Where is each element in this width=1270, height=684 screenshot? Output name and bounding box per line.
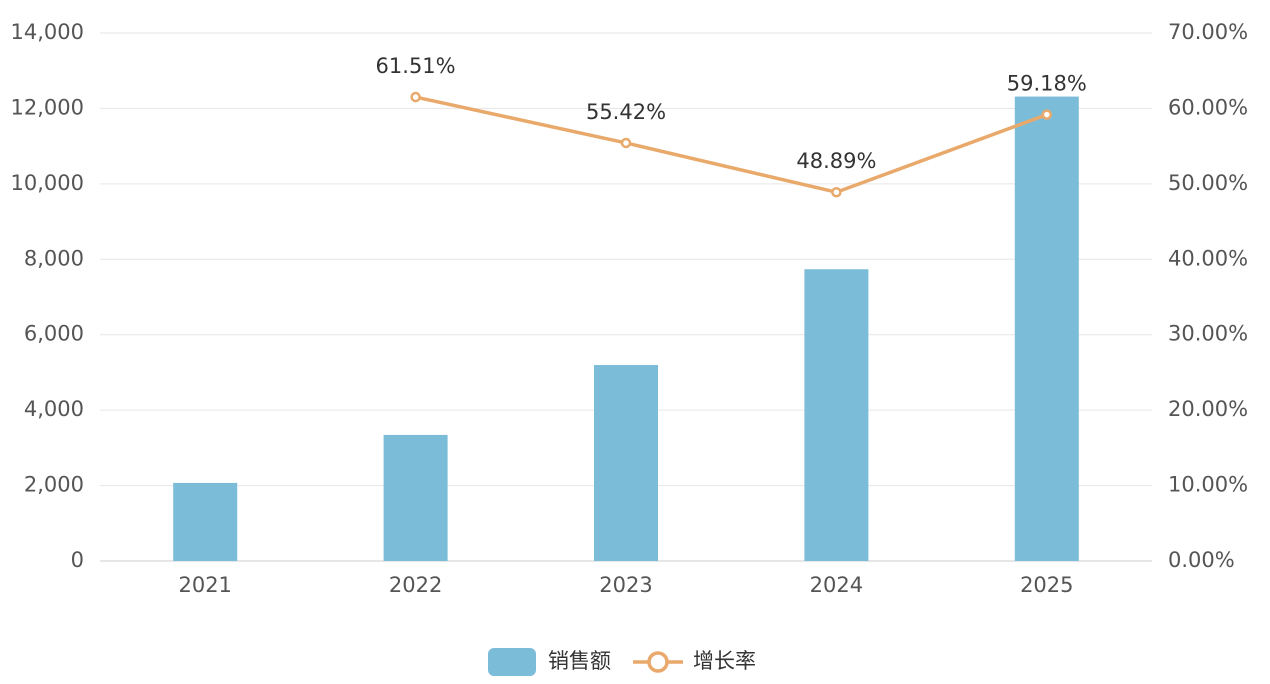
point xyxy=(620,137,632,149)
point xyxy=(410,91,421,103)
bar xyxy=(804,269,869,561)
value-label: 48.89% xyxy=(796,149,876,173)
y-tick-label: 10,000 xyxy=(11,171,84,195)
y2-tick-label: 20.00% xyxy=(1168,397,1248,421)
y2-tick-label: 0.00% xyxy=(1168,548,1235,572)
y-tick-label: 4,000 xyxy=(24,397,84,421)
value-label: 59.18% xyxy=(1007,72,1087,96)
bar xyxy=(383,434,448,561)
bar xyxy=(173,482,238,561)
legend-label: 销售额 xyxy=(548,649,611,673)
y2-tick-label: 50.00% xyxy=(1168,171,1248,195)
x-tick-label: 2021 xyxy=(178,573,231,597)
legend-swatch xyxy=(488,648,536,676)
y-tick-label: 2,000 xyxy=(24,473,84,497)
legend-label: 增长率 xyxy=(693,649,756,673)
y2-tick-label: 60.00% xyxy=(1168,95,1248,119)
y-tick-label: 14,000 xyxy=(11,20,84,44)
value-label: 55.42% xyxy=(586,100,666,124)
y-tick-label: 0 xyxy=(71,548,84,572)
y2-tick-label: 30.00% xyxy=(1168,322,1248,346)
line xyxy=(415,95,1048,195)
x-tick-label: 2024 xyxy=(810,573,863,597)
bar xyxy=(1014,96,1079,561)
point xyxy=(1041,109,1053,120)
value-label: 61.51% xyxy=(376,54,456,78)
y2-tick-label: 10.00% xyxy=(1168,473,1248,497)
x-tick-label: 2022 xyxy=(389,573,442,597)
y-tick-label: 12,000 xyxy=(11,95,84,119)
legend-swatch xyxy=(647,651,669,673)
x-tick-label: 2025 xyxy=(1020,573,1073,597)
y-tick-label: 6,000 xyxy=(24,322,84,346)
y2-tick-label: 70.00% xyxy=(1168,20,1248,44)
point xyxy=(831,186,842,198)
y2-tick-label: 40.00% xyxy=(1168,246,1248,270)
x-tick-label: 2023 xyxy=(599,573,652,597)
y-tick-label: 8,000 xyxy=(24,246,84,270)
bar xyxy=(594,365,658,561)
